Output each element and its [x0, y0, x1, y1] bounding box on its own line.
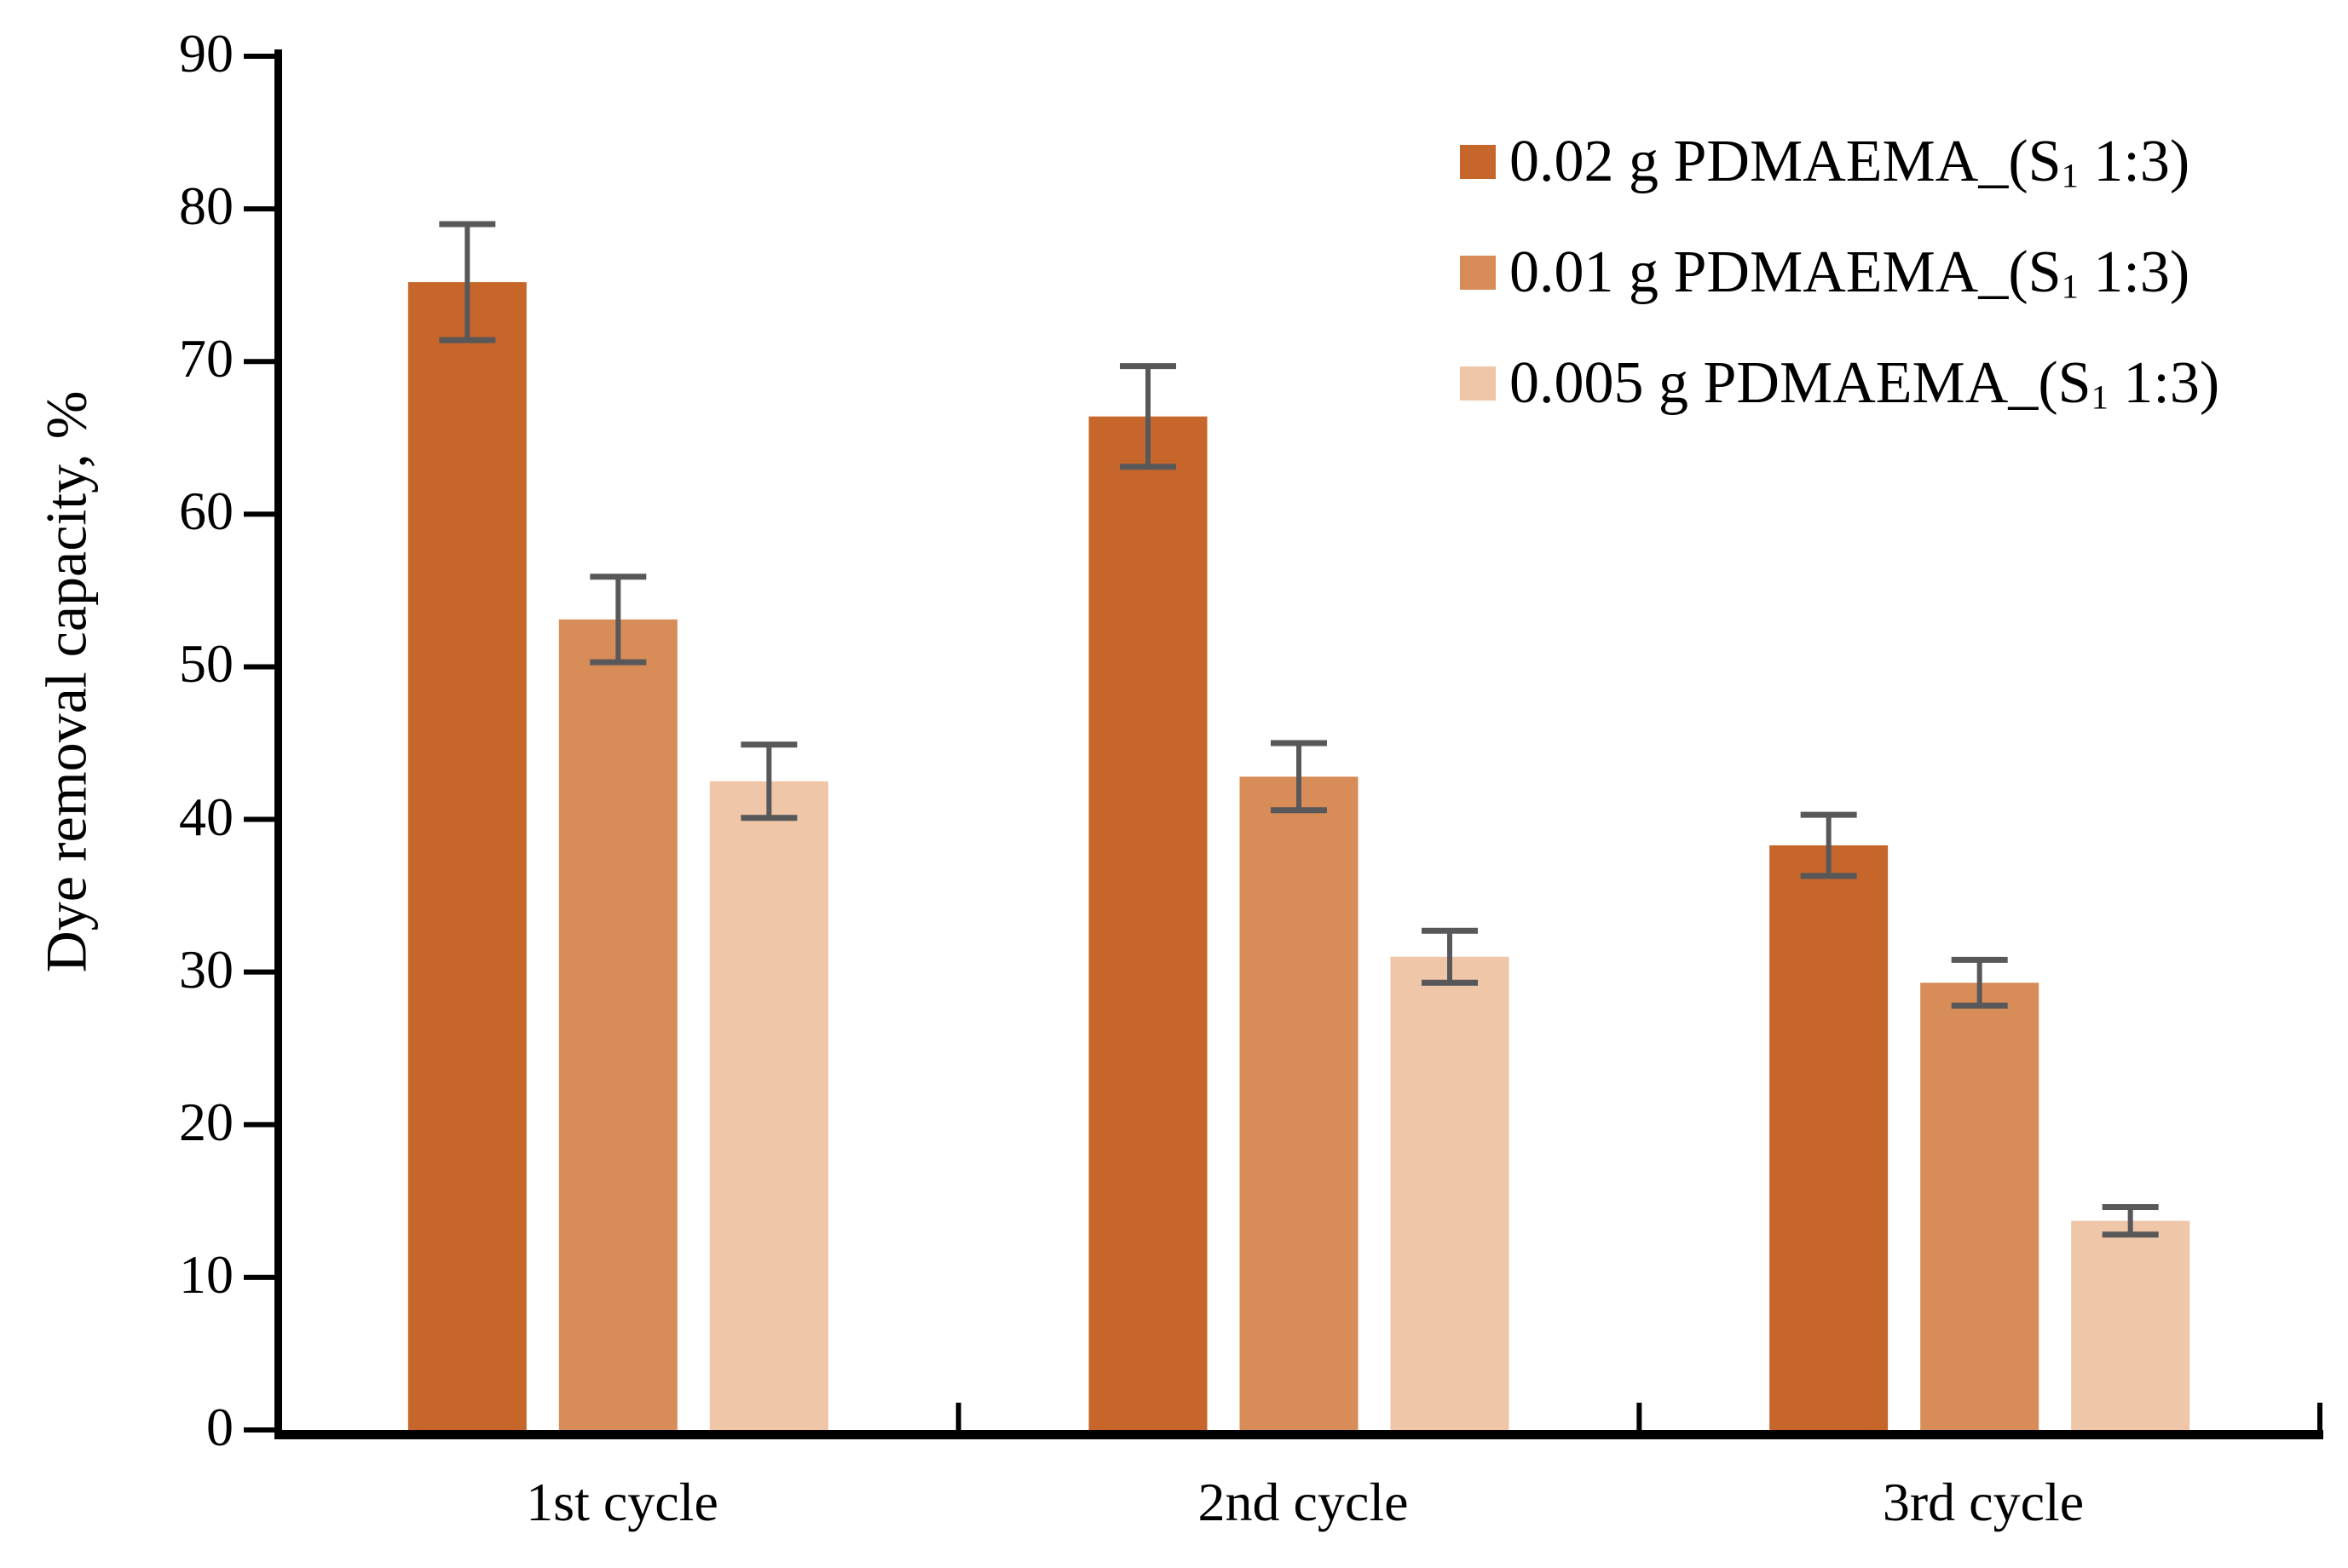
y-tick-label-80: 80	[179, 176, 234, 237]
legend-swatch-series-3-icon	[1460, 366, 1496, 401]
y-tick-label-20: 20	[179, 1091, 234, 1152]
legend: 0.02 g PDMAEMA_(S1 1:3) 0.01 g PDMAEMA_(…	[1460, 128, 2219, 460]
legend-label-series-2: 0.01 g PDMAEMA_(S1 1:3)	[1509, 239, 2190, 306]
x-axis-line	[274, 1430, 2323, 1439]
bar-series2-cat3	[1920, 983, 2039, 1430]
legend-item-series-3: 0.005 g PDMAEMA_(S1 1:3)	[1460, 349, 2219, 418]
y-tick-label-50: 50	[179, 633, 234, 695]
bar-series2-cat2	[1239, 776, 1359, 1430]
bar-series3-cat3	[2071, 1220, 2190, 1430]
bar-series3-cat2	[1390, 956, 1509, 1430]
y-tick-label-40: 40	[179, 786, 234, 847]
legend-label-series-1: 0.02 g PDMAEMA_(S1 1:3)	[1509, 129, 2190, 195]
legend-item-series-2: 0.01 g PDMAEMA_(S1 1:3)	[1460, 239, 2219, 307]
bar-series1-cat2	[1088, 416, 1208, 1431]
bar-series1-cat1	[407, 282, 527, 1430]
legend-swatch-series-1-icon	[1460, 145, 1496, 179]
y-tick-label-90: 90	[179, 23, 234, 84]
bar-series3-cat1	[709, 781, 828, 1430]
bar-series1-cat3	[1769, 845, 1889, 1430]
x-category-label-3: 3rd cycle	[1882, 1472, 2085, 1532]
legend-label-series-3: 0.005 g PDMAEMA_(S1 1:3)	[1509, 350, 2220, 417]
legend-swatch-series-2-icon	[1460, 256, 1496, 290]
y-tick-label-60: 60	[179, 481, 234, 542]
y-tick-label-70: 70	[179, 328, 234, 389]
y-tick-label-10: 10	[179, 1243, 234, 1305]
x-category-label-2: 2nd cycle	[1197, 1472, 1409, 1532]
y-axis-line	[274, 49, 282, 1430]
y-tick-label-0: 0	[206, 1397, 234, 1458]
bar-series2-cat1	[558, 619, 678, 1430]
y-tick-label-30: 30	[179, 938, 234, 1000]
legend-item-series-1: 0.02 g PDMAEMA_(S1 1:3)	[1460, 128, 2219, 196]
x-category-label-1: 1st cycle	[526, 1472, 718, 1532]
